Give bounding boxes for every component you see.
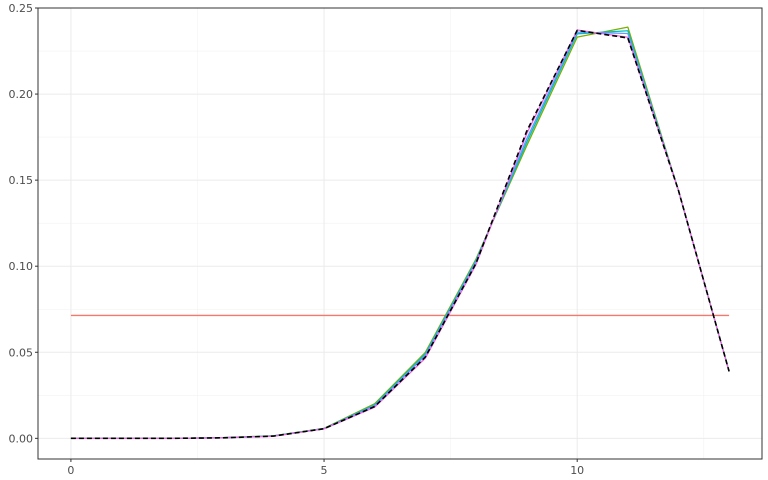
x-tick-label: 0 (67, 464, 74, 477)
y-tick-label: 0.20 (9, 88, 34, 101)
y-tick-label: 0.05 (9, 346, 34, 359)
y-tick-label: 0.25 (9, 2, 34, 15)
x-tick-label: 5 (321, 464, 328, 477)
series-line-6 (70, 29, 730, 440)
y-tick-label: 0.15 (9, 174, 34, 187)
y-tick-label: 0.00 (9, 432, 34, 445)
y-tick-label: 0.10 (9, 260, 34, 273)
x-tick-label: 10 (570, 464, 584, 477)
series-line-5 (70, 29, 730, 439)
series-lines (70, 26, 730, 440)
axis-ticks: 0.00 0.05 0.10 0.15 0.20 0.25 0 5 10 (9, 2, 585, 477)
plot-panel (38, 8, 762, 459)
plot-border (37, 7, 763, 460)
